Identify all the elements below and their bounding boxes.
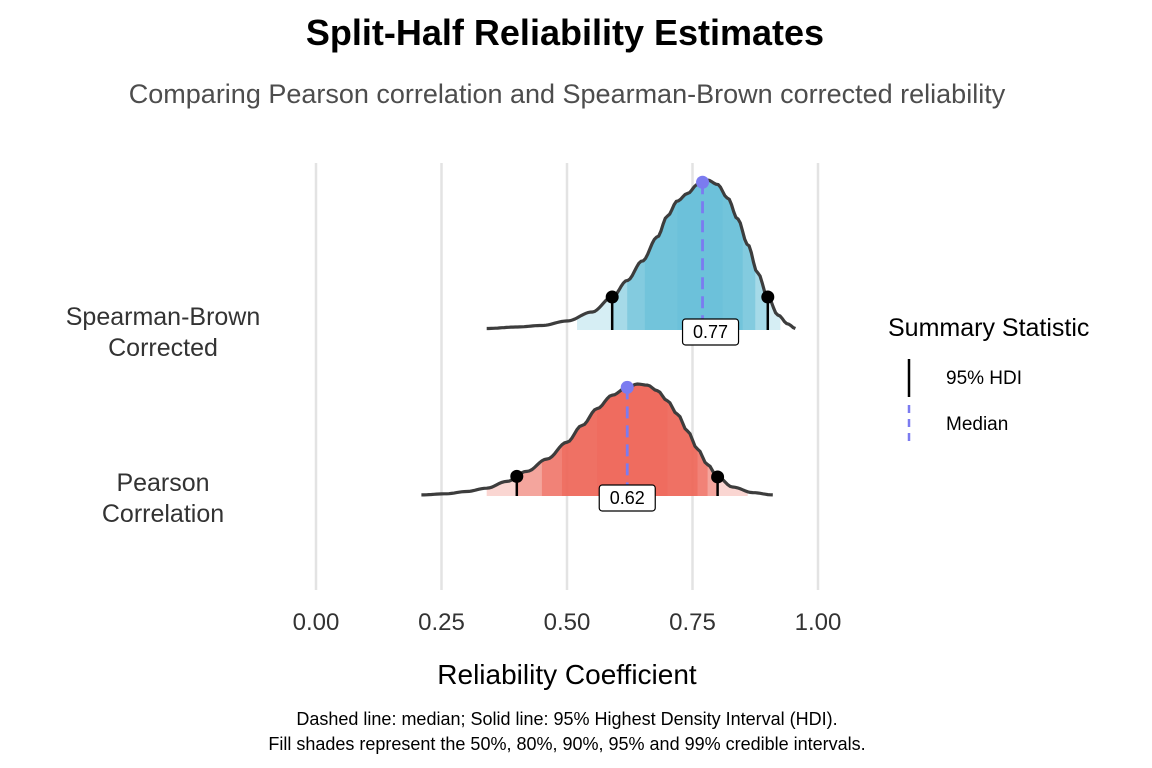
credible-interval-50 — [677, 180, 723, 330]
x-tick-label: 1.00 — [795, 609, 842, 636]
caption-line-2: Fill shades represent the 50%, 80%, 90%,… — [268, 734, 865, 754]
legend-median-label: Median — [946, 414, 1008, 435]
hdi-lower-point — [605, 290, 619, 304]
y-label-line: Corrected — [108, 334, 218, 362]
x-tick-label: 0.00 — [293, 609, 340, 636]
y-label-line: Correlation — [102, 500, 224, 528]
ridge-pearson: 0.62 — [421, 380, 773, 512]
legend: Summary Statistic 95% HDI Median — [888, 314, 1089, 443]
y-label-line: Spearman-Brown — [66, 303, 261, 331]
hdi-upper-point — [711, 470, 725, 484]
ridge-plot: 0.77 0.62 — [421, 175, 797, 512]
median-label-box — [598, 484, 656, 512]
hdi-lower-point — [510, 469, 524, 483]
y-label-line: Pearson — [116, 469, 209, 497]
hdi-upper-point — [761, 290, 775, 304]
credible-interval-50 — [597, 384, 668, 496]
median-point — [620, 380, 634, 394]
x-axis-ticks: 0.00 0.25 0.50 0.75 1.00 — [293, 609, 842, 636]
y-axis-labels: Spearman-Brown Corrected Pearson Correlatio… — [66, 303, 261, 528]
legend-title: Summary Statistic — [888, 314, 1089, 342]
x-axis-title: Reliability Coefficient — [437, 659, 697, 690]
ridge-spearman-brown: 0.77 — [486, 175, 797, 346]
legend-hdi-label: 95% HDI — [946, 368, 1022, 389]
chart-title: Split-Half Reliability Estimates — [306, 12, 824, 53]
chart-subtitle: Comparing Pearson correlation and Spearm… — [129, 79, 1006, 109]
x-tick-label: 0.75 — [669, 609, 716, 636]
median-label: 0.62 — [610, 488, 645, 508]
median-label: 0.77 — [693, 322, 728, 342]
x-tick-label: 0.50 — [544, 609, 591, 636]
x-tick-label: 0.25 — [418, 609, 465, 636]
density-outline — [486, 178, 797, 331]
median-label-box — [681, 318, 740, 346]
caption-line-1: Dashed line: median; Solid line: 95% Hig… — [296, 709, 837, 729]
median-point — [696, 175, 710, 189]
